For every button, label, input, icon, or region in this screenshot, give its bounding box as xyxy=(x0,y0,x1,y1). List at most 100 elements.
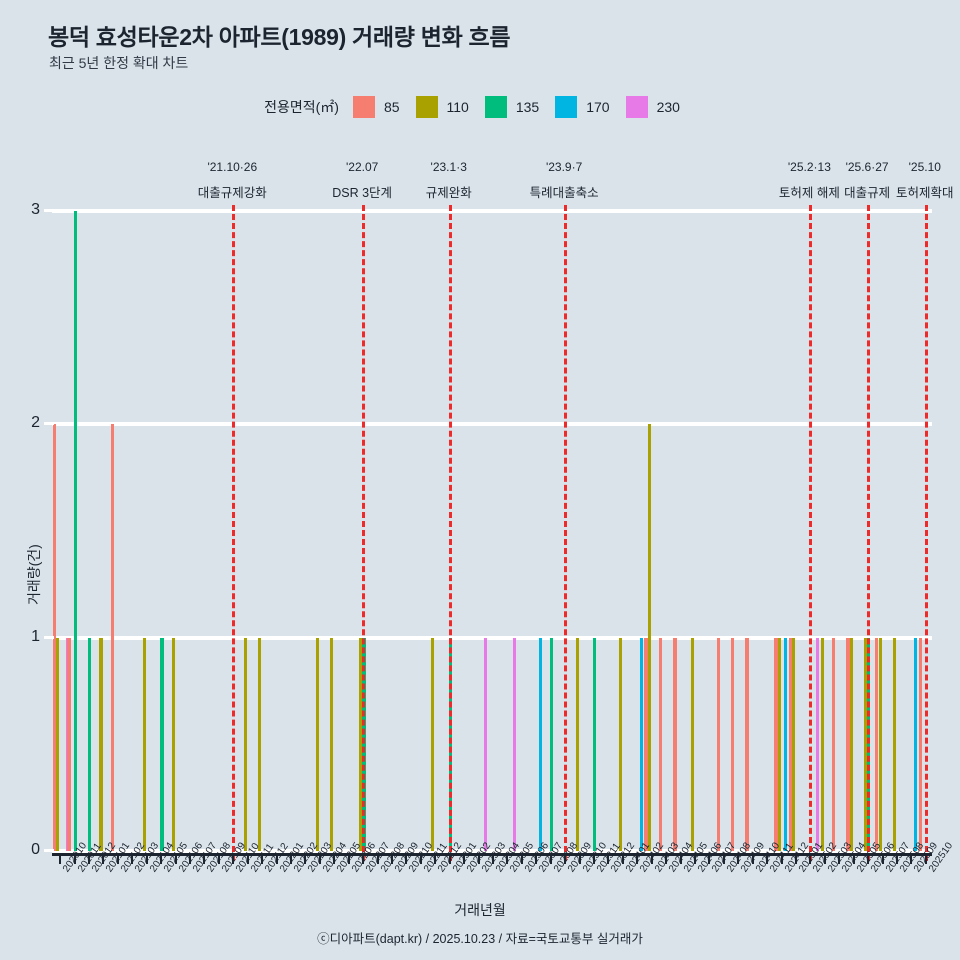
x-axis-tick xyxy=(419,853,422,864)
x-axis-tick xyxy=(73,853,76,864)
x-axis-tick xyxy=(679,853,682,864)
annotation-line xyxy=(564,205,568,861)
bar[interactable] xyxy=(892,637,897,851)
bar[interactable] xyxy=(875,637,879,851)
x-axis-tick xyxy=(636,853,639,864)
legend-item-label: 230 xyxy=(656,99,680,115)
bar[interactable] xyxy=(913,637,917,851)
page-title: 봉덕 효성타운2차 아파트(1989) 거래량 변화 흐름 xyxy=(48,24,511,50)
x-axis-tick xyxy=(564,853,567,864)
legend-swatch-icon xyxy=(484,96,507,118)
y-axis-tick xyxy=(44,849,54,852)
bar[interactable] xyxy=(777,637,781,851)
bar[interactable] xyxy=(820,637,824,851)
bar[interactable] xyxy=(88,637,92,851)
x-axis-tick xyxy=(766,853,769,864)
bar[interactable] xyxy=(716,637,720,851)
x-axis-tick xyxy=(463,853,466,864)
annotation-line xyxy=(924,205,928,861)
annotation-label: 규제완화 xyxy=(425,186,472,200)
bar[interactable] xyxy=(484,637,488,851)
legend-item-85[interactable]: 85 xyxy=(352,96,400,118)
bar[interactable] xyxy=(431,637,435,851)
bar[interactable] xyxy=(258,637,262,851)
x-axis-tick xyxy=(549,853,552,864)
bar[interactable] xyxy=(618,637,623,851)
bar[interactable] xyxy=(142,637,146,851)
x-axis-tick xyxy=(174,853,177,864)
x-axis-tick xyxy=(131,853,134,864)
annotation-label: 토허제확대 xyxy=(896,186,954,200)
bar[interactable] xyxy=(783,637,788,851)
x-axis-tick xyxy=(434,853,437,864)
bar[interactable] xyxy=(538,637,542,851)
x-axis-tick xyxy=(290,853,293,864)
legend-swatch-icon xyxy=(625,96,648,118)
bar[interactable] xyxy=(53,424,57,851)
bar[interactable] xyxy=(67,637,71,851)
y-axis-tick xyxy=(44,209,54,212)
bar[interactable] xyxy=(846,637,850,851)
bar[interactable] xyxy=(359,637,363,851)
bar[interactable] xyxy=(639,637,643,851)
bar[interactable] xyxy=(832,637,836,851)
bar[interactable] xyxy=(65,637,69,851)
bar[interactable] xyxy=(690,637,695,851)
bar[interactable] xyxy=(330,637,334,851)
bar[interactable] xyxy=(731,637,735,851)
bar[interactable] xyxy=(774,637,778,851)
bar[interactable] xyxy=(549,637,554,851)
legend-item-110[interactable]: 110 xyxy=(415,96,469,118)
annotation-date: '22.07 xyxy=(345,160,379,174)
legend-item-135[interactable]: 135 xyxy=(484,96,539,118)
bar[interactable] xyxy=(878,637,882,851)
bar[interactable] xyxy=(593,637,597,851)
bar[interactable] xyxy=(658,637,663,851)
bar[interactable] xyxy=(171,637,175,851)
plot-area xyxy=(52,209,932,853)
bar[interactable] xyxy=(513,637,517,851)
bar[interactable] xyxy=(647,424,651,851)
bar[interactable] xyxy=(673,637,677,851)
x-axis-tick xyxy=(737,853,740,864)
bar[interactable] xyxy=(918,637,922,851)
x-axis-tick xyxy=(867,853,870,864)
y-axis-tick-label: 2 xyxy=(31,414,40,432)
bar[interactable] xyxy=(788,637,792,851)
x-axis-tick xyxy=(592,853,595,864)
x-axis-tick xyxy=(347,853,350,864)
bar[interactable] xyxy=(73,211,78,851)
page-subtitle: 최근 5년 한정 확대 차트 xyxy=(49,55,189,71)
x-axis-tick xyxy=(318,853,321,864)
bar[interactable] xyxy=(243,637,247,851)
x-axis-tick xyxy=(621,853,624,864)
annotation-line xyxy=(867,205,871,861)
bar[interactable] xyxy=(849,637,853,851)
bar[interactable] xyxy=(99,637,103,851)
bar[interactable] xyxy=(644,637,648,851)
x-axis-tick xyxy=(232,853,235,864)
footer-credit: ⓒ디아파트(dapt.kr) / 2025.10.23 / 자료=국토교통부 실… xyxy=(317,932,643,946)
x-axis-tick xyxy=(535,853,538,864)
x-axis-tick xyxy=(924,853,927,864)
bar[interactable] xyxy=(315,637,320,851)
legend-item-230[interactable]: 230 xyxy=(625,96,680,118)
annotation-date: '25.10 xyxy=(908,160,941,174)
x-axis-tick xyxy=(506,853,509,864)
legend-item-170[interactable]: 170 xyxy=(555,96,610,118)
bar[interactable] xyxy=(575,637,579,851)
bar[interactable] xyxy=(745,637,749,851)
x-axis-tick xyxy=(492,853,494,864)
bar[interactable] xyxy=(864,637,868,851)
bar[interactable] xyxy=(791,637,796,851)
bar[interactable] xyxy=(815,637,820,851)
x-axis-tick xyxy=(693,853,696,864)
x-axis-tick xyxy=(275,853,278,864)
x-axis-tick xyxy=(59,853,62,864)
bar[interactable] xyxy=(110,424,114,851)
x-axis-tick xyxy=(838,853,841,864)
bar[interactable] xyxy=(56,637,60,851)
bar[interactable] xyxy=(160,637,164,851)
annotation-label: 대출규제 xyxy=(844,186,891,200)
